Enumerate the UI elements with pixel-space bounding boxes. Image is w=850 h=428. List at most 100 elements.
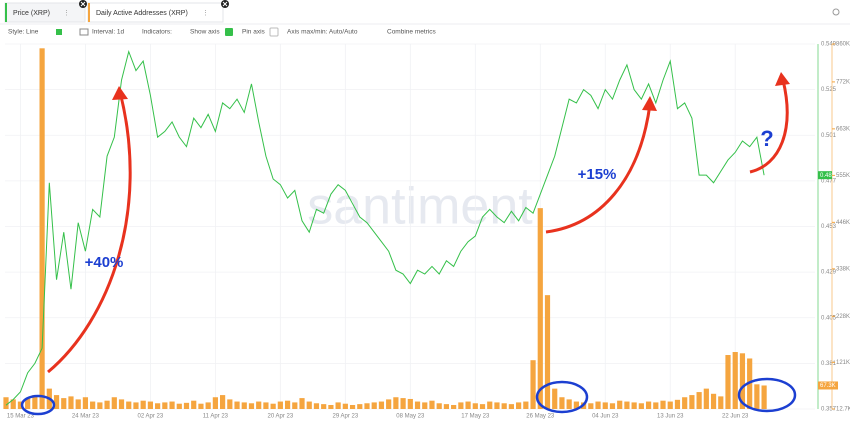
bar: [169, 401, 175, 409]
bar: [3, 397, 9, 409]
bar: [645, 401, 652, 409]
y2-tick-label: 860K: [836, 42, 850, 48]
bar: [61, 398, 67, 409]
bar: [241, 402, 247, 409]
x-tick-label: 24 Mar 23: [72, 414, 100, 420]
y2-tick-label: 772K: [836, 79, 850, 85]
y-tick-label: 0.405: [821, 315, 837, 321]
x-tick-label: 15 Mar 23: [7, 414, 35, 420]
toolbar-item[interactable]: Style: Line: [8, 29, 39, 36]
bar: [465, 401, 471, 409]
bar: [147, 401, 153, 409]
bar: [270, 403, 276, 409]
tab-marker: [88, 3, 90, 22]
bar: [552, 388, 558, 409]
bar: [761, 385, 767, 409]
bar: [732, 352, 738, 409]
bar: [162, 402, 168, 409]
bar: [357, 404, 363, 409]
bar: [10, 399, 16, 409]
bar: [82, 397, 89, 409]
color-swatch[interactable]: [56, 29, 62, 35]
bar: [508, 404, 514, 409]
settings-icon[interactable]: [832, 8, 840, 16]
bar: [191, 400, 197, 409]
y-tick-label: 0.501: [821, 133, 837, 139]
bar: [566, 399, 572, 409]
bar: [414, 401, 421, 409]
bar: [718, 396, 724, 409]
y2-tick-label: 338K: [836, 266, 850, 272]
tab-label: Daily Active Addresses (XRP): [96, 10, 188, 17]
y-tick-label: 0.381: [821, 361, 837, 367]
bar: [234, 401, 240, 409]
y-tick-label: 0.477: [821, 178, 837, 184]
current-value-label: 67.3K: [820, 383, 836, 389]
x-tick-label: 26 May 23: [526, 414, 555, 420]
bar: [516, 402, 522, 409]
bar: [277, 401, 283, 409]
y2-tick-label: 555K: [836, 173, 850, 179]
bar: [617, 400, 623, 409]
bar: [710, 393, 717, 409]
bar: [754, 384, 760, 409]
bar: [487, 401, 493, 409]
bar: [530, 360, 536, 409]
bar: [523, 401, 529, 409]
bar: [220, 395, 226, 409]
arrow: [749, 79, 789, 174]
arrowhead: [642, 96, 657, 111]
bar: [17, 401, 24, 409]
y2-tick-label: 663K: [836, 126, 850, 132]
bar: [674, 399, 681, 409]
toolbar-item[interactable]: Interval: 1d: [92, 29, 125, 36]
annotation: +15%: [578, 166, 617, 183]
bar: [494, 402, 500, 409]
toolbar-item[interactable]: Indicators:: [142, 29, 172, 36]
bar: [39, 48, 45, 409]
bar: [609, 403, 616, 409]
x-tick-label: 04 Jun 23: [592, 414, 619, 420]
y-tick-label: 0.525: [821, 87, 837, 93]
bar: [436, 403, 442, 409]
bar: [321, 404, 327, 409]
toolbar-item[interactable]: Combine metrics: [387, 29, 437, 36]
x-tick-label: 20 Apr 23: [268, 414, 294, 420]
bar: [256, 401, 262, 409]
bar: [559, 397, 565, 409]
bar: [349, 404, 356, 409]
y2-tick-label: 12.7K: [836, 407, 850, 413]
current-value-badge: [818, 171, 832, 180]
highlight: [737, 377, 797, 413]
y-tick-label: 0.453: [821, 224, 837, 230]
bar: [97, 402, 103, 409]
x-tick-label: 08 May 23: [396, 414, 425, 420]
y-tick-label: 0.357: [821, 407, 837, 413]
bar: [400, 398, 406, 409]
bar: [292, 402, 298, 409]
bar: [53, 395, 60, 409]
bar: [458, 402, 464, 409]
bar: [422, 402, 428, 409]
bar: [90, 401, 96, 409]
plot: 0.357 0.381 0.405 0.429 0.453 0.477 0.501 0.525…: [3, 42, 850, 420]
close-button[interactable]: [79, 0, 87, 8]
tab-menu[interactable]: ⋮: [202, 10, 209, 17]
tab-menu[interactable]: ⋮: [63, 10, 70, 17]
bar: [472, 403, 478, 409]
interval-icon: [79, 28, 89, 36]
checkbox[interactable]: [269, 27, 279, 37]
toolbar-item[interactable]: Show axis: [190, 29, 220, 36]
checkbox[interactable]: [225, 28, 233, 36]
arrow: [47, 91, 132, 374]
x-tick-label: 29 Apr 23: [332, 414, 358, 420]
bar: [313, 403, 320, 409]
toolbar-item[interactable]: Pin axis: [242, 29, 266, 36]
toolbar-item[interactable]: Axis max/min: Auto/Auto: [287, 29, 358, 36]
highlight: [535, 380, 589, 414]
bar: [696, 392, 702, 409]
y2-tick-label: 121K: [836, 360, 850, 366]
bar: [682, 397, 688, 409]
close-button[interactable]: [221, 0, 229, 8]
bar: [371, 402, 377, 409]
